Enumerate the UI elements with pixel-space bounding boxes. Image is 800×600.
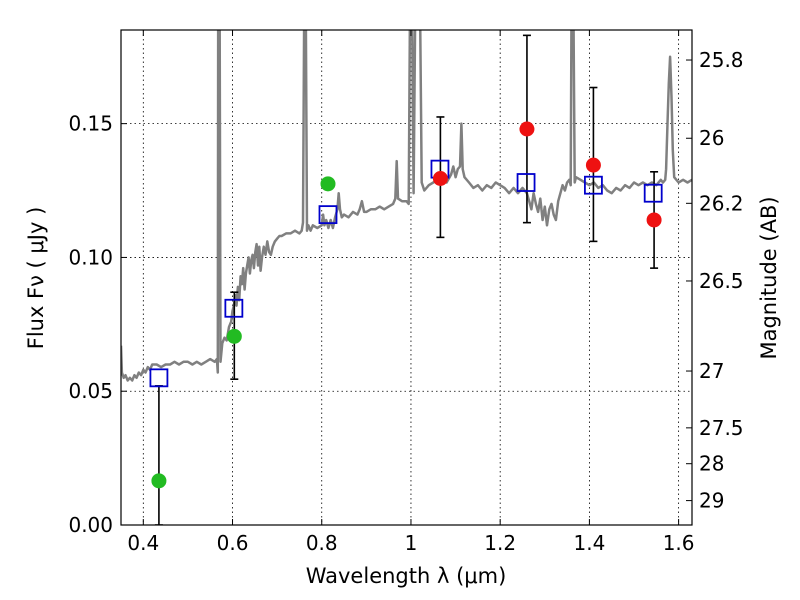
grid-lines (121, 30, 692, 526)
magnitude-tick-label: 29 (699, 489, 724, 513)
model-square-point (318, 205, 338, 225)
x-tick-label: 1.6 (663, 531, 695, 555)
observed-point (585, 157, 601, 173)
plot-frame (120, 29, 693, 526)
x-axis-title: Wavelength λ (μm) (306, 564, 507, 588)
spectrum-line (121, 30, 692, 382)
magnitude-tick-label: 26.5 (699, 269, 744, 293)
observed-point (432, 171, 448, 186)
x-tick-label: 0.8 (306, 531, 338, 555)
magnitude-tick-label: 27.5 (699, 416, 744, 440)
axes: 0.4 0.6 0.8 1 1.2 1.4 1.6 0.00 0.05 0.10 0.15 25.8 2… (68, 30, 744, 555)
x-tick-label: 1.2 (484, 531, 516, 555)
observed-point (519, 121, 535, 137)
magnitude-tick-label: 27 (699, 359, 724, 383)
x-tick-label: 1.4 (573, 531, 605, 555)
observed-point (320, 176, 336, 192)
observed-point (151, 473, 167, 489)
model-square-point (224, 298, 244, 318)
magnitude-tick-label: 26.2 (699, 191, 744, 215)
plot-area (121, 30, 692, 525)
model-square-point (149, 368, 169, 388)
y-axis-title: Flux Fν ( μJy ) (24, 207, 48, 350)
observed-point (646, 212, 662, 228)
model-square-point (516, 173, 536, 192)
y-tick-label: 0.10 (68, 245, 113, 269)
magnitude-tick-label: 25.8 (699, 48, 744, 72)
x-tick-label: 0.6 (217, 531, 249, 555)
model-square-point (643, 183, 663, 203)
model-square-point (584, 175, 603, 195)
y-tick-label: 0.00 (68, 513, 113, 537)
y-tick-label: 0.15 (68, 112, 113, 136)
y-tick-label: 0.05 (68, 379, 113, 403)
plot-background (121, 30, 692, 525)
observed-point (226, 328, 242, 344)
magnitude-tick-label: 28 (699, 452, 724, 476)
magnitude-tick-label: 26 (699, 126, 724, 150)
x-tick-label: 0.4 (127, 531, 159, 555)
x-tick-label: 1 (405, 531, 418, 555)
right-axis-title: Magnitude (AB) (757, 196, 781, 359)
